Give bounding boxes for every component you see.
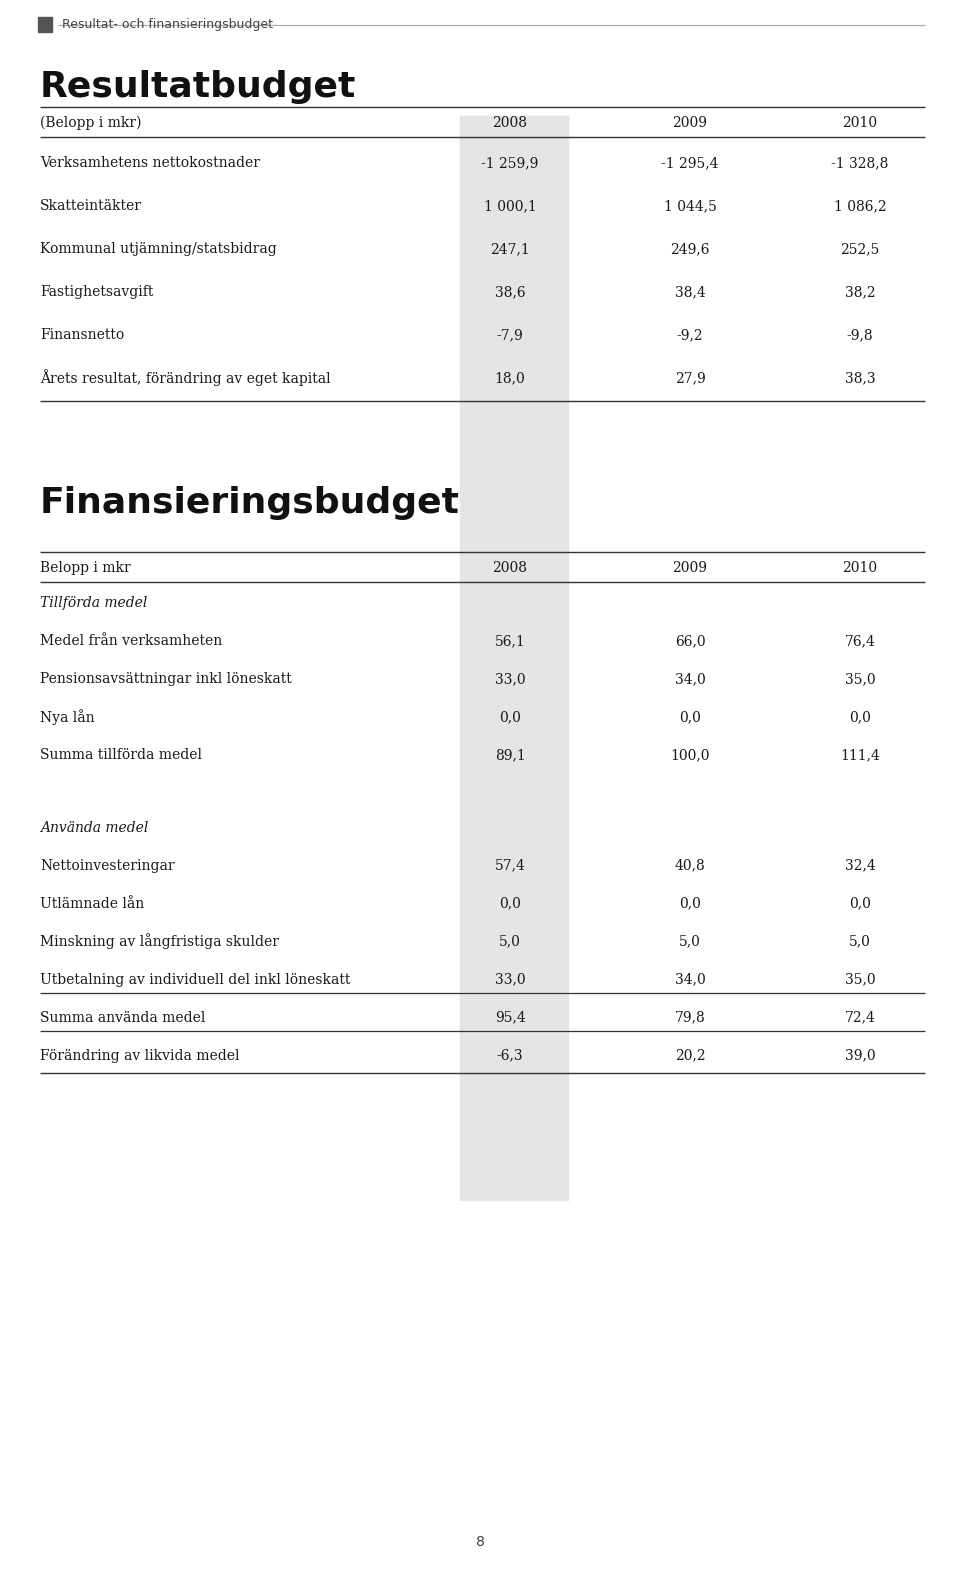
- Text: 5,0: 5,0: [679, 934, 701, 948]
- Text: 1 086,2: 1 086,2: [833, 199, 886, 214]
- Text: Pensionsavsättningar inkl löneskatt: Pensionsavsättningar inkl löneskatt: [40, 672, 292, 686]
- Text: Utbetalning av individuell del inkl löneskatt: Utbetalning av individuell del inkl löne…: [40, 972, 350, 986]
- Text: -7,9: -7,9: [496, 328, 523, 342]
- Text: 89,1: 89,1: [494, 749, 525, 763]
- Text: 38,2: 38,2: [845, 284, 876, 298]
- Text: (Belopp i mkr): (Belopp i mkr): [40, 116, 141, 130]
- Text: 0,0: 0,0: [499, 896, 521, 911]
- Text: 33,0: 33,0: [494, 972, 525, 986]
- Text: 33,0: 33,0: [494, 672, 525, 686]
- Text: 38,3: 38,3: [845, 371, 876, 385]
- Text: 2009: 2009: [673, 562, 708, 576]
- Text: 5,0: 5,0: [499, 934, 521, 948]
- Text: Utlämnade lån: Utlämnade lån: [40, 896, 144, 911]
- Text: 95,4: 95,4: [494, 1011, 525, 1025]
- Bar: [460, 116, 568, 385]
- Text: 0,0: 0,0: [849, 896, 871, 911]
- Text: 79,8: 79,8: [675, 1011, 706, 1025]
- Text: Kommunal utjämning/statsbidrag: Kommunal utjämning/statsbidrag: [40, 242, 276, 256]
- Text: 56,1: 56,1: [494, 634, 525, 648]
- Text: Finansieringsbudget: Finansieringsbudget: [40, 487, 460, 520]
- Text: 2008: 2008: [492, 562, 527, 576]
- Text: 38,6: 38,6: [494, 284, 525, 298]
- Text: 252,5: 252,5: [840, 242, 879, 256]
- Text: Tillförda medel: Tillförda medel: [40, 597, 148, 611]
- Text: 2009: 2009: [673, 116, 708, 130]
- Text: -6,3: -6,3: [496, 1049, 523, 1063]
- Text: Belopp i mkr: Belopp i mkr: [40, 562, 131, 576]
- Text: 0,0: 0,0: [679, 896, 701, 911]
- Text: 2010: 2010: [843, 116, 877, 130]
- Text: 8: 8: [475, 1535, 485, 1550]
- Text: 249,6: 249,6: [670, 242, 709, 256]
- Text: Fastighetsavgift: Fastighetsavgift: [40, 284, 154, 298]
- Text: Nettoinvesteringar: Nettoinvesteringar: [40, 859, 175, 873]
- Text: 38,4: 38,4: [675, 284, 706, 298]
- Text: 1 000,1: 1 000,1: [484, 199, 537, 214]
- Text: 5,0: 5,0: [849, 934, 871, 948]
- Bar: [38, 17, 52, 31]
- Text: 66,0: 66,0: [675, 634, 706, 648]
- Text: 76,4: 76,4: [845, 634, 876, 648]
- Text: 35,0: 35,0: [845, 672, 876, 686]
- Text: Nya lån: Nya lån: [40, 710, 95, 725]
- Text: -9,2: -9,2: [677, 328, 704, 342]
- Text: 0,0: 0,0: [679, 710, 701, 724]
- Text: 35,0: 35,0: [845, 972, 876, 986]
- Text: -1 259,9: -1 259,9: [481, 155, 539, 170]
- Text: Finansnetto: Finansnetto: [40, 328, 124, 342]
- Text: Använda medel: Använda medel: [40, 821, 149, 835]
- Text: 247,1: 247,1: [491, 242, 530, 256]
- Text: Medel från verksamheten: Medel från verksamheten: [40, 634, 223, 648]
- Text: 40,8: 40,8: [675, 859, 706, 873]
- Text: 0,0: 0,0: [499, 710, 521, 724]
- Text: 18,0: 18,0: [494, 371, 525, 385]
- Text: 27,9: 27,9: [675, 371, 706, 385]
- Text: Resultatbudget: Resultatbudget: [40, 71, 356, 104]
- Text: Årets resultat, förändring av eget kapital: Årets resultat, förändring av eget kapit…: [40, 369, 330, 386]
- Text: -1 295,4: -1 295,4: [661, 155, 719, 170]
- Text: 111,4: 111,4: [840, 749, 880, 763]
- Text: Resultat- och finansieringsbudget: Resultat- och finansieringsbudget: [62, 17, 273, 31]
- Text: 0,0: 0,0: [849, 710, 871, 724]
- Text: 72,4: 72,4: [845, 1011, 876, 1025]
- Text: Summa tillförda medel: Summa tillförda medel: [40, 749, 202, 763]
- Text: Summa använda medel: Summa använda medel: [40, 1011, 205, 1025]
- Text: 34,0: 34,0: [675, 672, 706, 686]
- Text: 2008: 2008: [492, 116, 527, 130]
- Text: 2010: 2010: [843, 562, 877, 576]
- Text: 20,2: 20,2: [675, 1049, 706, 1063]
- Text: 34,0: 34,0: [675, 972, 706, 986]
- Text: -1 328,8: -1 328,8: [831, 155, 889, 170]
- Bar: [460, 116, 568, 1199]
- Text: Verksamhetens nettokostnader: Verksamhetens nettokostnader: [40, 155, 260, 170]
- Text: Skatteintäkter: Skatteintäkter: [40, 199, 142, 214]
- Text: 32,4: 32,4: [845, 859, 876, 873]
- Text: 57,4: 57,4: [494, 859, 525, 873]
- Text: Minskning av långfristiga skulder: Minskning av långfristiga skulder: [40, 934, 279, 950]
- Text: 100,0: 100,0: [670, 749, 709, 763]
- Text: 39,0: 39,0: [845, 1049, 876, 1063]
- Text: -9,8: -9,8: [847, 328, 874, 342]
- Text: 1 044,5: 1 044,5: [663, 199, 716, 214]
- Text: Förändring av likvida medel: Förändring av likvida medel: [40, 1049, 239, 1063]
